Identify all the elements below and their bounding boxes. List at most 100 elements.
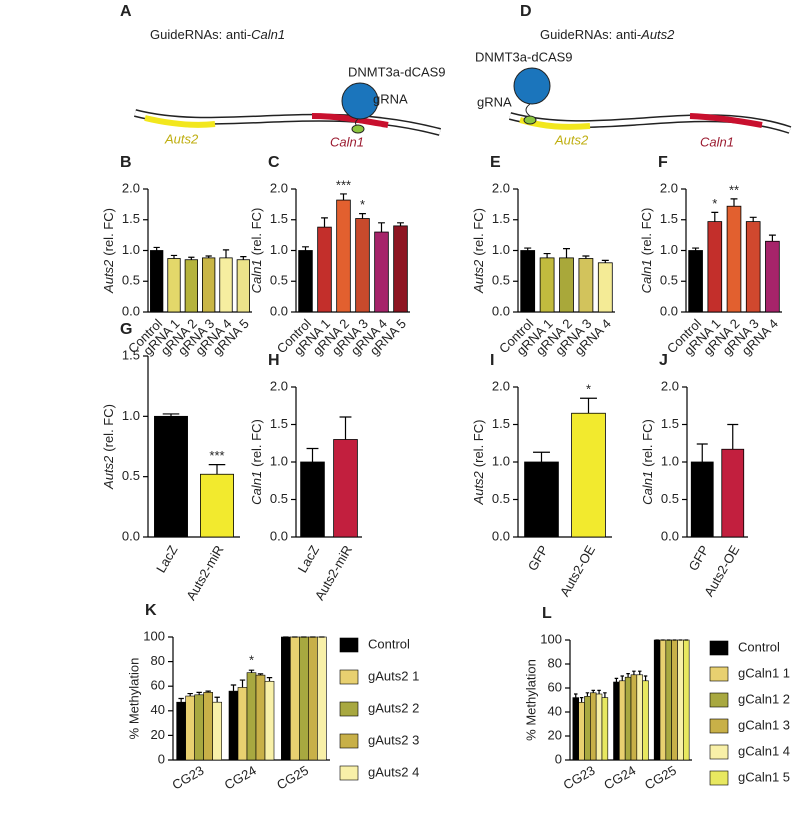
error-bar <box>339 416 352 440</box>
error-bar <box>196 691 202 695</box>
title-gene: Auts2 <box>640 27 675 42</box>
bar <box>308 636 318 761</box>
bar <box>290 636 300 761</box>
diagram-title: GuideRNAs: anti-Caln1 <box>150 27 285 42</box>
y-tick-label: 2.0 <box>492 378 510 393</box>
legend-swatch <box>709 692 729 708</box>
error-bar <box>378 222 385 233</box>
caln1-region <box>689 113 763 128</box>
y-tick-label: 0 <box>555 751 562 766</box>
legend-label: Control <box>738 639 780 654</box>
significance: * <box>360 197 365 212</box>
y-tick-label: 0.0 <box>660 303 678 318</box>
error-bar <box>248 669 255 673</box>
y-axis-label: Auts2 (rel. FC) <box>471 208 486 294</box>
error-bar <box>321 217 328 228</box>
y-tick-label: 0 <box>158 751 165 766</box>
y-label-gene: Caln1 <box>249 471 264 505</box>
y-tick-label: 1.5 <box>661 416 679 431</box>
bar <box>624 676 632 761</box>
error-bar <box>239 679 246 688</box>
bar <box>154 415 188 538</box>
bar <box>194 694 204 761</box>
y-tick-label: 1.0 <box>660 242 678 257</box>
error-bar <box>585 692 590 697</box>
y-label-gene: Auts2 <box>471 470 486 505</box>
legend-label: gAuts2 2 <box>368 700 419 715</box>
error-bar <box>643 675 648 681</box>
bar <box>578 258 594 313</box>
y-tick-label: 40 <box>548 703 562 718</box>
bar <box>572 697 579 761</box>
panel-letter: E <box>490 154 501 171</box>
bar <box>219 257 233 313</box>
bar <box>601 697 609 761</box>
y-axis-label: Caln1 (rel. FC) <box>249 208 264 294</box>
y-label-unit: (rel. FC) <box>639 208 654 256</box>
y-label-unit: (rel. FC) <box>249 208 264 256</box>
legend-swatch <box>709 770 729 786</box>
y-tick-label: 100 <box>143 628 165 643</box>
bar <box>677 639 684 761</box>
y-label-gene: Caln1 <box>639 259 654 293</box>
error-bar <box>696 443 708 462</box>
panel-letter: G <box>120 321 132 338</box>
bar <box>246 672 257 761</box>
y-tick-label: 60 <box>151 678 165 693</box>
x-tick-label: LacZ <box>295 543 322 576</box>
y-tick-label: 0.0 <box>492 528 510 543</box>
legend-swatch <box>709 718 729 734</box>
bar <box>539 257 555 313</box>
caln1-region <box>311 113 389 128</box>
bar <box>336 199 351 313</box>
bar <box>202 257 216 313</box>
legend-swatch <box>339 765 359 781</box>
panel-letter: F <box>658 154 668 171</box>
error-bar <box>632 670 636 675</box>
y-tick-label: 0.5 <box>270 273 288 288</box>
bar <box>299 636 309 761</box>
bar <box>300 461 325 538</box>
bar <box>659 639 667 761</box>
y-tick-label: 0.5 <box>660 273 678 288</box>
y-tick-label: 0.0 <box>122 303 140 318</box>
y-tick-label: 20 <box>151 727 165 742</box>
y-tick-label: 2.0 <box>270 378 288 393</box>
grna-label: gRNA <box>373 91 408 106</box>
error-bar <box>579 697 584 703</box>
error-bar <box>208 464 226 475</box>
enzyme-label: DNMT3a-dCAS9 <box>348 64 446 79</box>
y-tick-label: 0.5 <box>122 468 140 483</box>
bar <box>690 461 714 538</box>
legend-label: gCaln1 1 <box>738 665 790 680</box>
bar <box>264 680 275 761</box>
bar <box>665 639 672 761</box>
y-label-gene: Caln1 <box>640 471 655 505</box>
bar <box>520 250 536 313</box>
legend-swatch <box>709 640 729 656</box>
legend-swatch <box>339 701 359 717</box>
bar <box>590 692 597 761</box>
error-bar <box>620 675 625 681</box>
y-tick-label: 1.0 <box>270 453 288 468</box>
y-tick-label: 80 <box>151 653 165 668</box>
title-prefix: GuideRNAs: anti- <box>540 27 641 42</box>
bar <box>212 701 222 761</box>
error-bar <box>574 693 578 698</box>
significance: *** <box>209 448 224 463</box>
bar <box>281 636 291 761</box>
bar <box>228 690 239 761</box>
y-label-unit: (rel. FC) <box>249 419 264 467</box>
bar <box>203 692 213 761</box>
y-axis-label: Caln1 (rel. FC) <box>639 208 654 294</box>
y-tick-label: 0.0 <box>122 528 140 543</box>
y-tick-label: 80 <box>548 655 562 670</box>
y-label-gene: Auts2 <box>471 259 486 294</box>
bar <box>597 262 613 313</box>
bar <box>374 231 389 313</box>
x-tick-label: GFP <box>685 543 711 574</box>
legend-label: gCaln1 4 <box>738 743 790 758</box>
error-bar <box>170 254 178 259</box>
bar <box>584 696 591 761</box>
